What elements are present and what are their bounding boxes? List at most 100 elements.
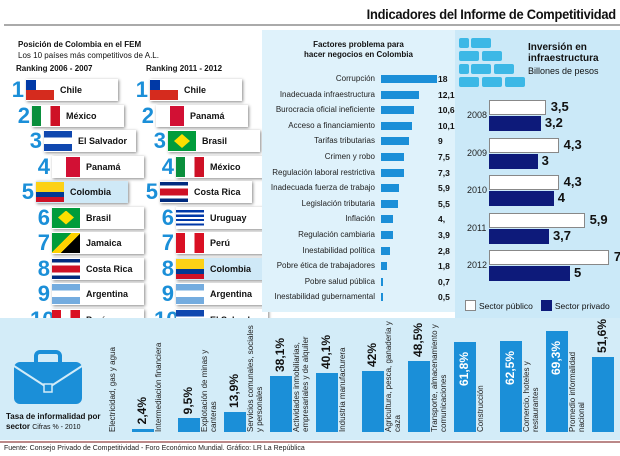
rank-number: 5 (145, 179, 158, 204)
public-bar (489, 175, 559, 190)
flag-canton (150, 80, 160, 90)
sector-label: Electricidad, gas y agua (108, 347, 117, 432)
infra-legend: Sector público Sector privado (465, 300, 610, 311)
factor-row: Inestabilidad gubernamental 0,5 (262, 290, 455, 304)
sector-value: 38,1% (273, 338, 287, 373)
ranking-row: 3 El Salvador (22, 128, 136, 153)
factor-bar (381, 121, 413, 130)
factor-bar (381, 184, 400, 193)
factor-row: Acceso a financiamiento 10,1 (262, 119, 455, 133)
rank-number: 3 (29, 128, 42, 153)
factor-bar (381, 293, 383, 302)
private-bar (489, 116, 541, 131)
factor-row: Inestabilidad política 2,8 (262, 244, 455, 258)
country-name: Brasil (202, 136, 228, 146)
country-name: Chile (184, 85, 207, 95)
factor-bar (381, 106, 414, 115)
factor-bar (381, 90, 419, 99)
ranking-row: 1 Chile (128, 77, 242, 102)
factor-bar (381, 277, 384, 286)
factor-row: Regulación cambiaria 3,9 (262, 228, 455, 242)
infra-title: Inversión en infraestructura (528, 42, 599, 64)
rank-number: 6 (161, 204, 174, 230)
rank-number: 2 (141, 102, 154, 128)
factor-value: 3,9 (438, 230, 450, 240)
rank-number: 8 (37, 255, 50, 281)
factor-row: Tarifas tributarias 9 (262, 134, 455, 148)
ranking-row: 8 Costa Rica (30, 255, 144, 281)
ranking-row: 7 Jamaica (30, 230, 144, 255)
flag-icon (52, 258, 80, 279)
ranking-col2-label: Ranking 2011 - 2012 (146, 64, 223, 73)
sector-bar (224, 411, 246, 432)
ranking-row: 7 Perú (154, 230, 268, 255)
country-name: Costa Rica (194, 187, 241, 197)
infrastructure-panel: Inversión en infraestructura Billones de… (455, 30, 620, 320)
ranking-row: 1 Chile (4, 77, 118, 102)
sector-label: Construcción (476, 385, 485, 432)
ranking-panel: Posición de Colombia en el FEM Los 10 pa… (0, 28, 268, 332)
flag-icon (44, 131, 72, 151)
factor-row: Corrupción 18 (262, 72, 455, 86)
country-box: México (176, 155, 268, 178)
private-bar (489, 153, 538, 169)
factor-row: Burocracia oficial ineficiente 10,6 (262, 103, 455, 117)
ranking-row: 2 Panamá (134, 102, 248, 128)
rank-number: 4 (161, 153, 174, 179)
ranking-row: 9 Argentina (30, 281, 144, 306)
ranking-row: 5 Costa Rica (138, 179, 252, 204)
private-bar (489, 191, 554, 206)
rank-number: 3 (153, 128, 166, 153)
title-divider (4, 24, 620, 26)
infra-subtitle: Billones de pesos (528, 66, 599, 76)
country-box: Costa Rica (160, 181, 252, 203)
country-box: Brasil (168, 130, 260, 152)
rank-number: 4 (37, 153, 50, 179)
flag-icon (176, 156, 204, 177)
public-value: 5,9 (589, 211, 608, 227)
ranking-row: 3 Brasil (146, 128, 260, 153)
country-name: Colombia (210, 263, 252, 274)
country-name: México (210, 161, 241, 172)
flag-icon (52, 233, 80, 253)
factor-row: Pobre ética de trabajadores 1,8 (262, 259, 455, 273)
public-bar (489, 212, 585, 228)
factor-value: 9 (438, 136, 443, 147)
sector-value: 13,9% (227, 373, 241, 408)
country-name: Jamaica (86, 238, 122, 248)
factor-value: 10,1 (438, 120, 455, 131)
ranking-row: 6 Brasil (30, 205, 144, 230)
country-box: Jamaica (52, 232, 144, 254)
flag-icon (150, 80, 178, 100)
factor-label: Pobre ética de trabajadores (276, 261, 375, 271)
source-note: Fuente: Consejo Privado de Competitivida… (4, 445, 305, 452)
factor-value: 2,8 (438, 245, 450, 256)
country-name: México (66, 110, 97, 121)
year-label: 2010 (467, 185, 488, 195)
factor-value: 0,5 (438, 292, 450, 303)
factor-row: Pobre salud pública 0,7 (262, 275, 455, 289)
sector-bar (500, 340, 522, 432)
country-box: Colombia (176, 257, 268, 280)
brick-wall-icon (459, 38, 525, 87)
factors-panel: Factores problema para hacer negocios en… (262, 30, 455, 312)
sector-label: Intermediación financiera (154, 342, 163, 432)
factor-value: 4, (438, 214, 446, 225)
sector-value: 61,8% (457, 351, 471, 386)
country-name: Costa Rica (86, 263, 133, 274)
legend-label-public: Sector público (479, 300, 533, 311)
factor-bar (381, 153, 405, 161)
ranking-title: Posición de Colombia en el FEM (18, 40, 142, 49)
country-name: Panamá (86, 161, 121, 172)
flag-icon (36, 182, 64, 202)
flag-canton (26, 80, 36, 90)
page-title: Indicadores del Informe de Competitivida… (366, 6, 616, 22)
year-label: 2012 (467, 260, 488, 270)
year-label: 2011 (467, 222, 487, 233)
briefcase-icon (13, 350, 83, 404)
factor-label: Legislación tributaria (301, 198, 375, 208)
factor-label: Inadecuada infraestructura (279, 89, 375, 99)
factor-bar (381, 199, 399, 208)
country-box: México (32, 104, 124, 127)
private-value: 3,7 (552, 227, 572, 243)
